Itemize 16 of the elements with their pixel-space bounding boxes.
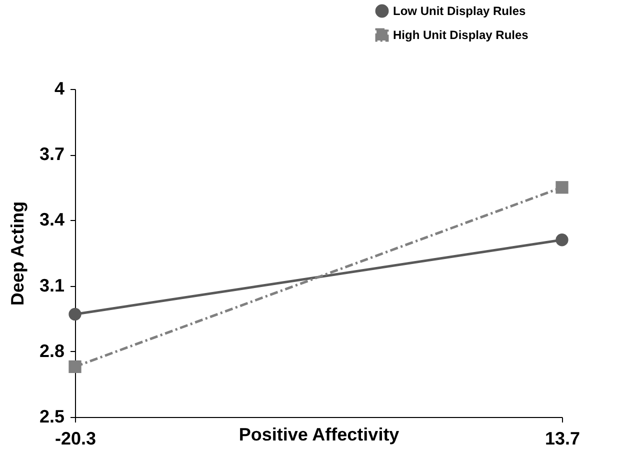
x-axis-title: Positive Affectivity — [238, 424, 400, 444]
point — [68, 308, 82, 321]
x-tick-label: 13.7 — [544, 428, 580, 448]
y-axis-title: Deep Acting — [7, 201, 28, 306]
y-tick-label: 2.8 — [39, 340, 64, 361]
y-tick-label: 2.5 — [39, 406, 64, 426]
point — [556, 181, 568, 194]
legend-label: Low Unit Display Rules — [393, 4, 526, 18]
y-tick-label: 4 — [54, 78, 64, 98]
point — [68, 360, 82, 374]
y-tick-label: 3.1 — [39, 275, 64, 296]
legend-label: High Unit Display Rules — [393, 28, 529, 42]
y-tick-label: 3.7 — [39, 144, 64, 164]
y-tick-label: 3.4 — [39, 210, 64, 230]
point — [556, 234, 568, 246]
x-tick-label: -20.3 — [54, 428, 96, 448]
